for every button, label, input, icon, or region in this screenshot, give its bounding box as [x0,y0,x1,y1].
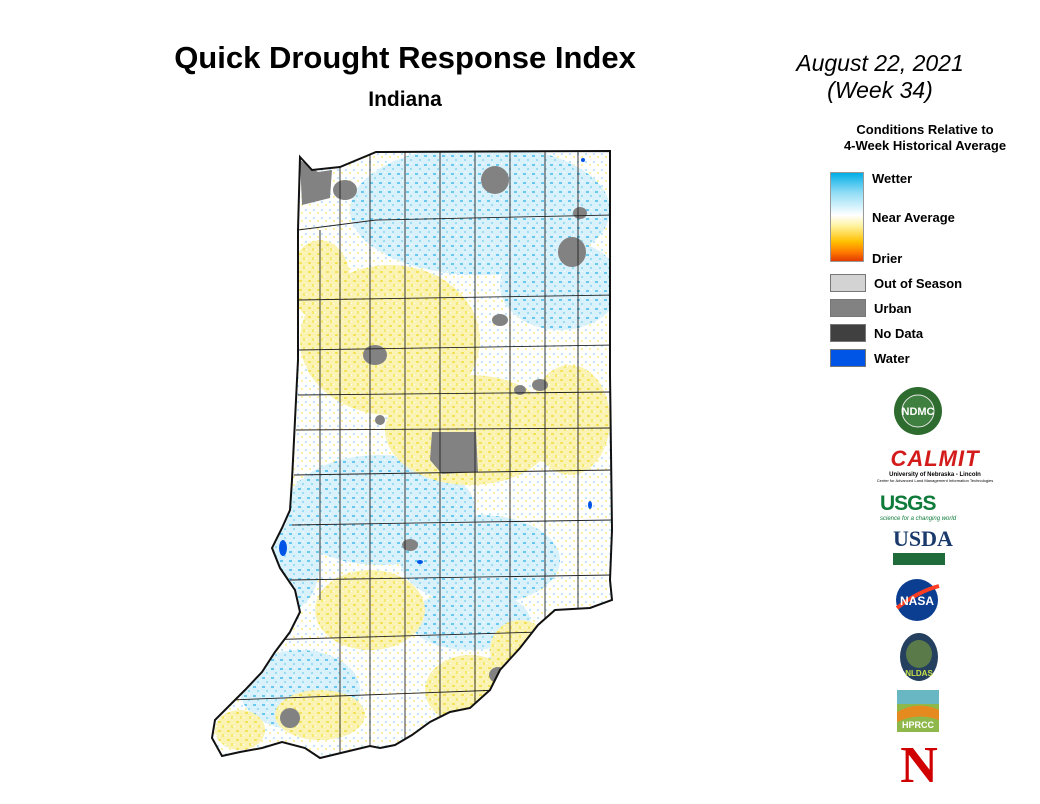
swatch-out-of-season [830,274,866,292]
nebraska-logo: N [900,738,938,786]
usgs-tagline: science for a changing world [880,516,957,522]
legend-label-urban: Urban [874,301,912,316]
map-title: Quick Drought Response Index [174,40,636,75]
swatch-water [830,349,866,367]
usda-logo-bar [893,551,945,565]
hprcc-logo-text: HPRCC [902,720,935,730]
usda-logo-text: USDA [893,526,953,551]
swatch-urban [830,299,866,317]
legend-title-line-2: 4-Week Historical Average [843,138,1007,153]
color-ramp [830,172,864,262]
nasa-logo-text: NASA [900,594,934,608]
ramp-label-near-average: Near Average [872,210,955,225]
swatch-no-data [830,324,866,342]
nebraska-logo-text: N [900,738,938,786]
ndmc-logo-text: NDMC [902,406,935,418]
nasa-logo: NASA [895,579,940,621]
legend-title: Conditions Relative to 4-Week Historical… [820,122,1030,154]
legend-label-no-data: No Data [874,326,924,341]
legend-label-water: Water [874,351,910,366]
ramp-label-wetter: Wetter [872,171,913,186]
usda-logo: USDA [893,526,953,567]
week-line: (Week 34) [827,77,933,103]
legend-label-out-of-season: Out of Season [874,276,963,291]
nldas-logo-text: NLDAS [905,669,933,678]
map-subtitle: Indiana [368,88,442,111]
usgs-logo: USGS science for a changing world [880,492,960,522]
ramp-label-drier: Drier [872,251,903,266]
calmit-logo: CALMIT University of Nebraska - Lincoln … [870,446,1000,483]
calmit-subtitle-1: University of Nebraska - Lincoln [889,472,981,478]
calmit-subtitle-2: Center for Advanced Land Management Info… [876,478,994,483]
ndmc-logo: NDMC [894,387,942,435]
legend-title-line-1: Conditions Relative to [856,122,994,137]
hprcc-logo: HPRCC [897,690,939,732]
usgs-logo-text: USGS [880,492,937,515]
nldas-logo: NLDAS [900,633,938,681]
date-line: August 22, 2021 [796,50,964,76]
calmit-logo-text: CALMIT [890,446,980,471]
date-label: August 22, 2021 (Week 34) [760,50,1000,104]
